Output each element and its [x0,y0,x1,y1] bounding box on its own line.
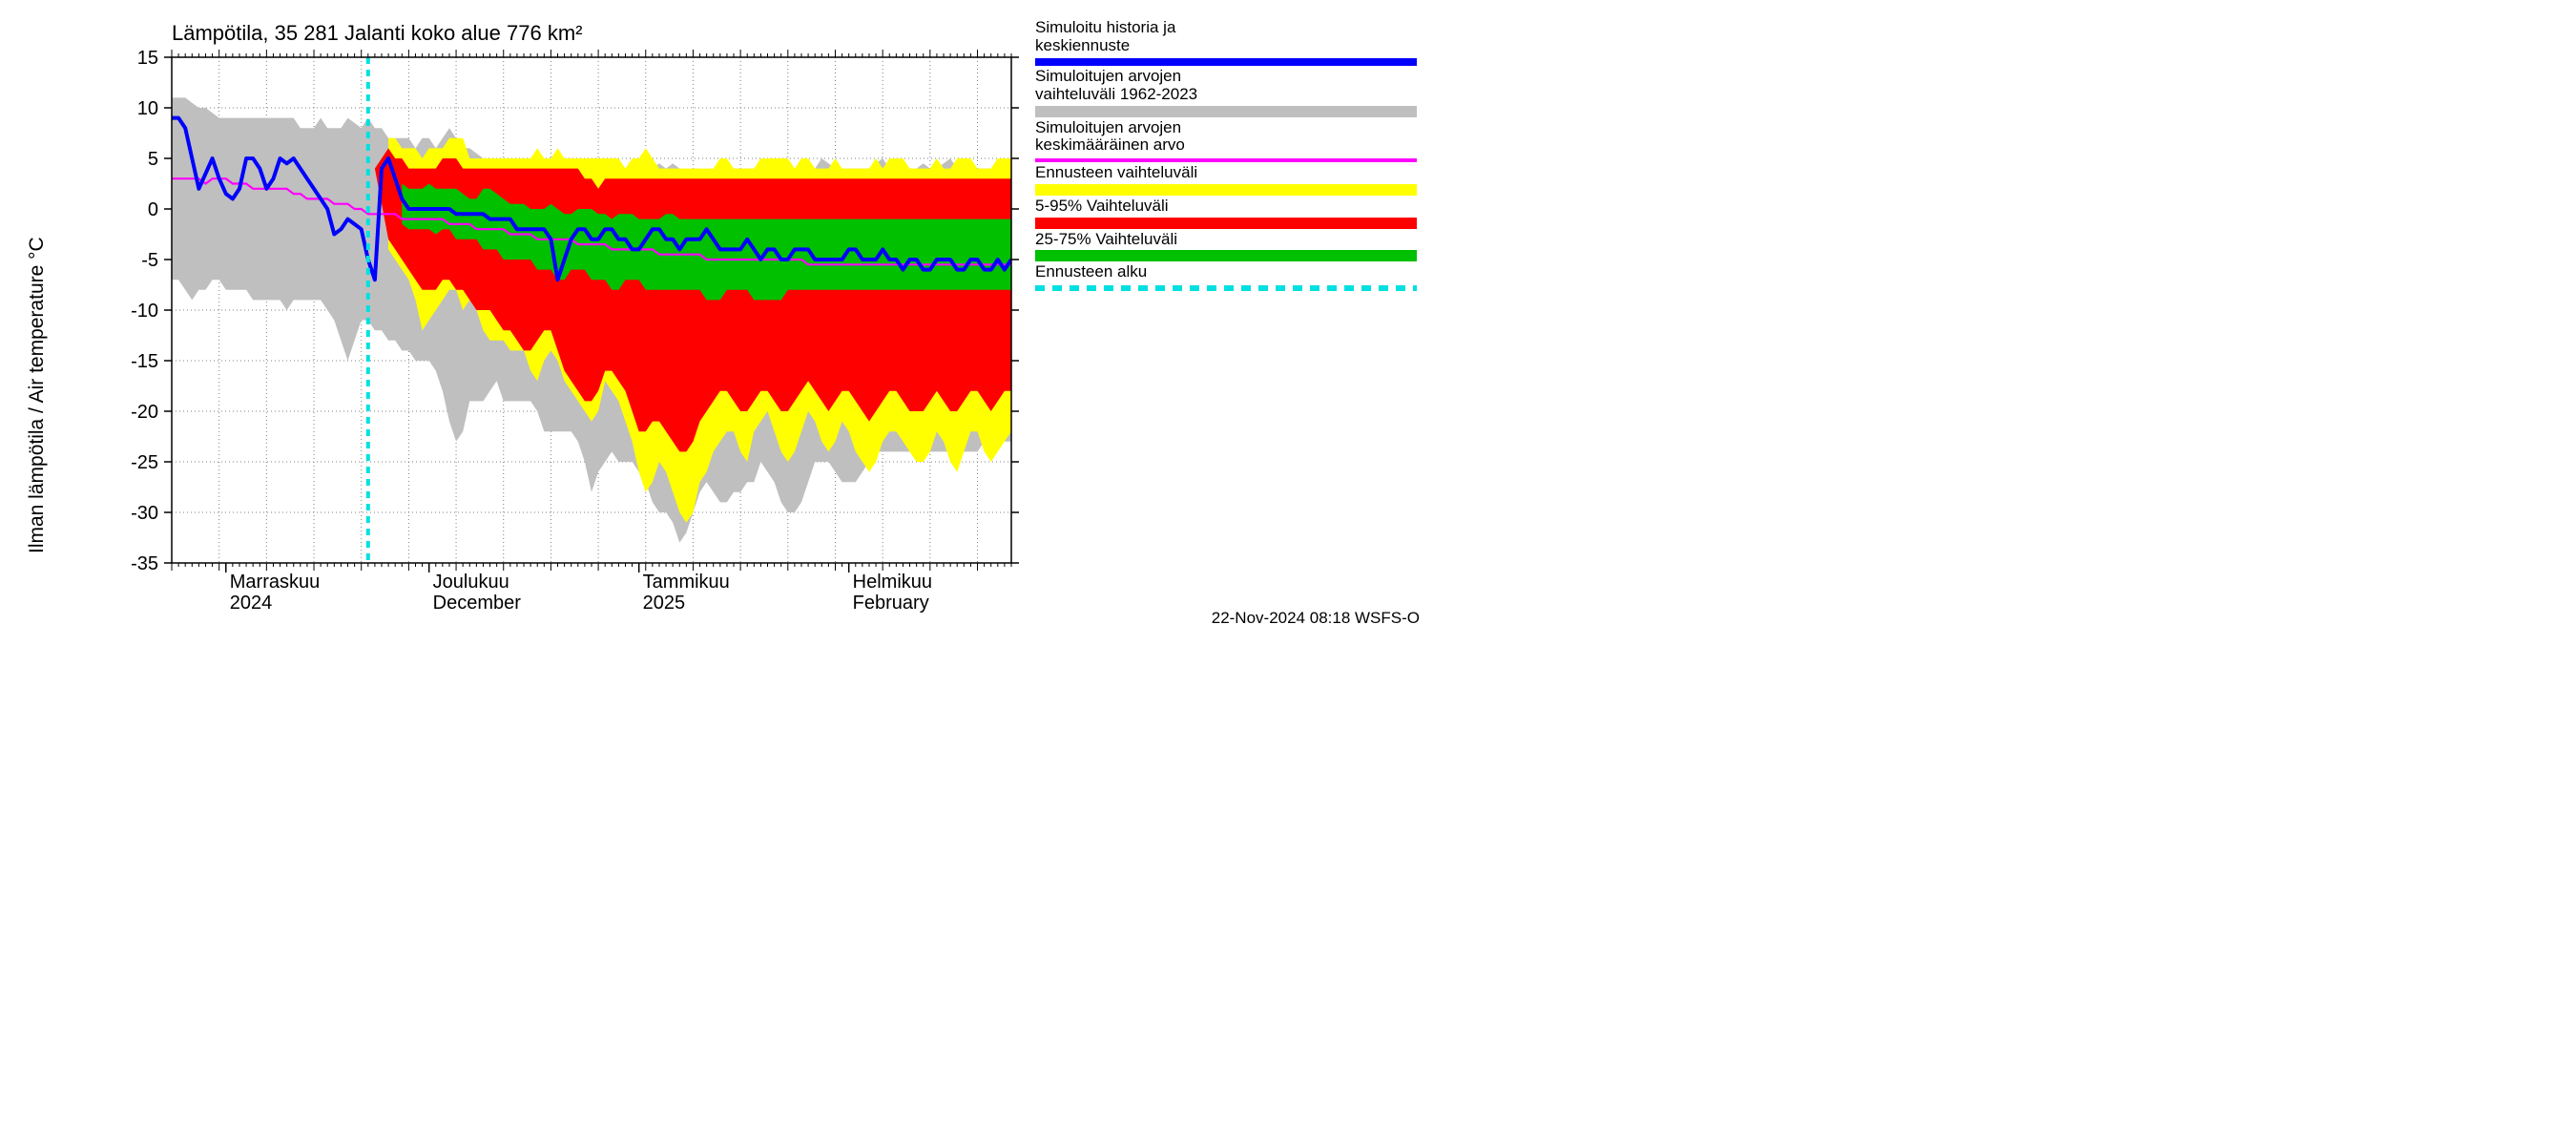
svg-text:2025: 2025 [643,593,686,614]
legend-swatch [1035,158,1417,162]
legend-swatch [1035,58,1417,66]
legend-swatch [1035,250,1417,261]
svg-text:-15: -15 [131,351,158,372]
legend-label: 25-75% Vaihteluväli [1035,231,1417,249]
svg-text:-20: -20 [131,402,158,423]
svg-text:Helmikuu: Helmikuu [853,572,932,593]
legend-entry: Simuloitu historia jakeskiennuste [1035,19,1417,66]
svg-text:-25: -25 [131,452,158,473]
legend-entry: Simuloitujen arvojenkeskimääräinen arvo [1035,119,1417,162]
svg-text:15: 15 [137,48,158,69]
chart-title: Lämpötila, 35 281 Jalanti koko alue 776 … [172,21,582,45]
svg-text:-5: -5 [141,250,158,271]
svg-text:-35: -35 [131,553,158,574]
legend-label: 5-95% Vaihteluväli [1035,198,1417,216]
legend-swatch [1035,184,1417,196]
legend-entry: Ennusteen alku [1035,263,1417,291]
svg-text:10: 10 [137,98,158,119]
svg-text:5: 5 [148,149,158,170]
svg-text:Marraskuu: Marraskuu [230,572,320,593]
svg-text:December: December [433,593,522,614]
legend-entry: Simuloitujen arvojenvaihteluväli 1962-20… [1035,68,1417,116]
legend-label: Simuloitu historia ja [1035,19,1417,37]
svg-text:February: February [853,593,929,614]
svg-text:Joulukuu: Joulukuu [433,572,509,593]
chart-container: -35 -30 -25 -20 -15 -10 -5 0 5 10 15 Marraskuu2024 J… [0,0,1431,635]
legend-swatch [1035,218,1417,229]
legend-label: keskimääräinen arvo [1035,136,1417,155]
legend-label: Simuloitujen arvojen [1035,119,1417,137]
y-axis-label: Ilman lämpötila / Air temperature °C [26,237,48,553]
svg-text:2024: 2024 [230,593,273,614]
legend-label: Simuloitujen arvojen [1035,68,1417,86]
legend-label: Ennusteen vaihteluväli [1035,164,1417,182]
timestamp: 22-Nov-2024 08:18 WSFS-O [1212,609,1420,628]
legend-entry: Ennusteen vaihteluväli [1035,164,1417,196]
legend-entry: 25-75% Vaihteluväli [1035,231,1417,262]
svg-text:Tammikuu: Tammikuu [643,572,730,593]
legend-label: keskiennuste [1035,37,1417,55]
legend-swatch [1035,285,1417,291]
legend-label: vaihteluväli 1962-2023 [1035,86,1417,104]
legend-label: Ennusteen alku [1035,263,1417,281]
legend-swatch [1035,106,1417,117]
legend: Simuloitu historia jakeskiennusteSimuloi… [1035,19,1417,293]
svg-text:-30: -30 [131,503,158,524]
svg-text:-10: -10 [131,301,158,322]
legend-entry: 5-95% Vaihteluväli [1035,198,1417,229]
svg-text:0: 0 [148,199,158,220]
